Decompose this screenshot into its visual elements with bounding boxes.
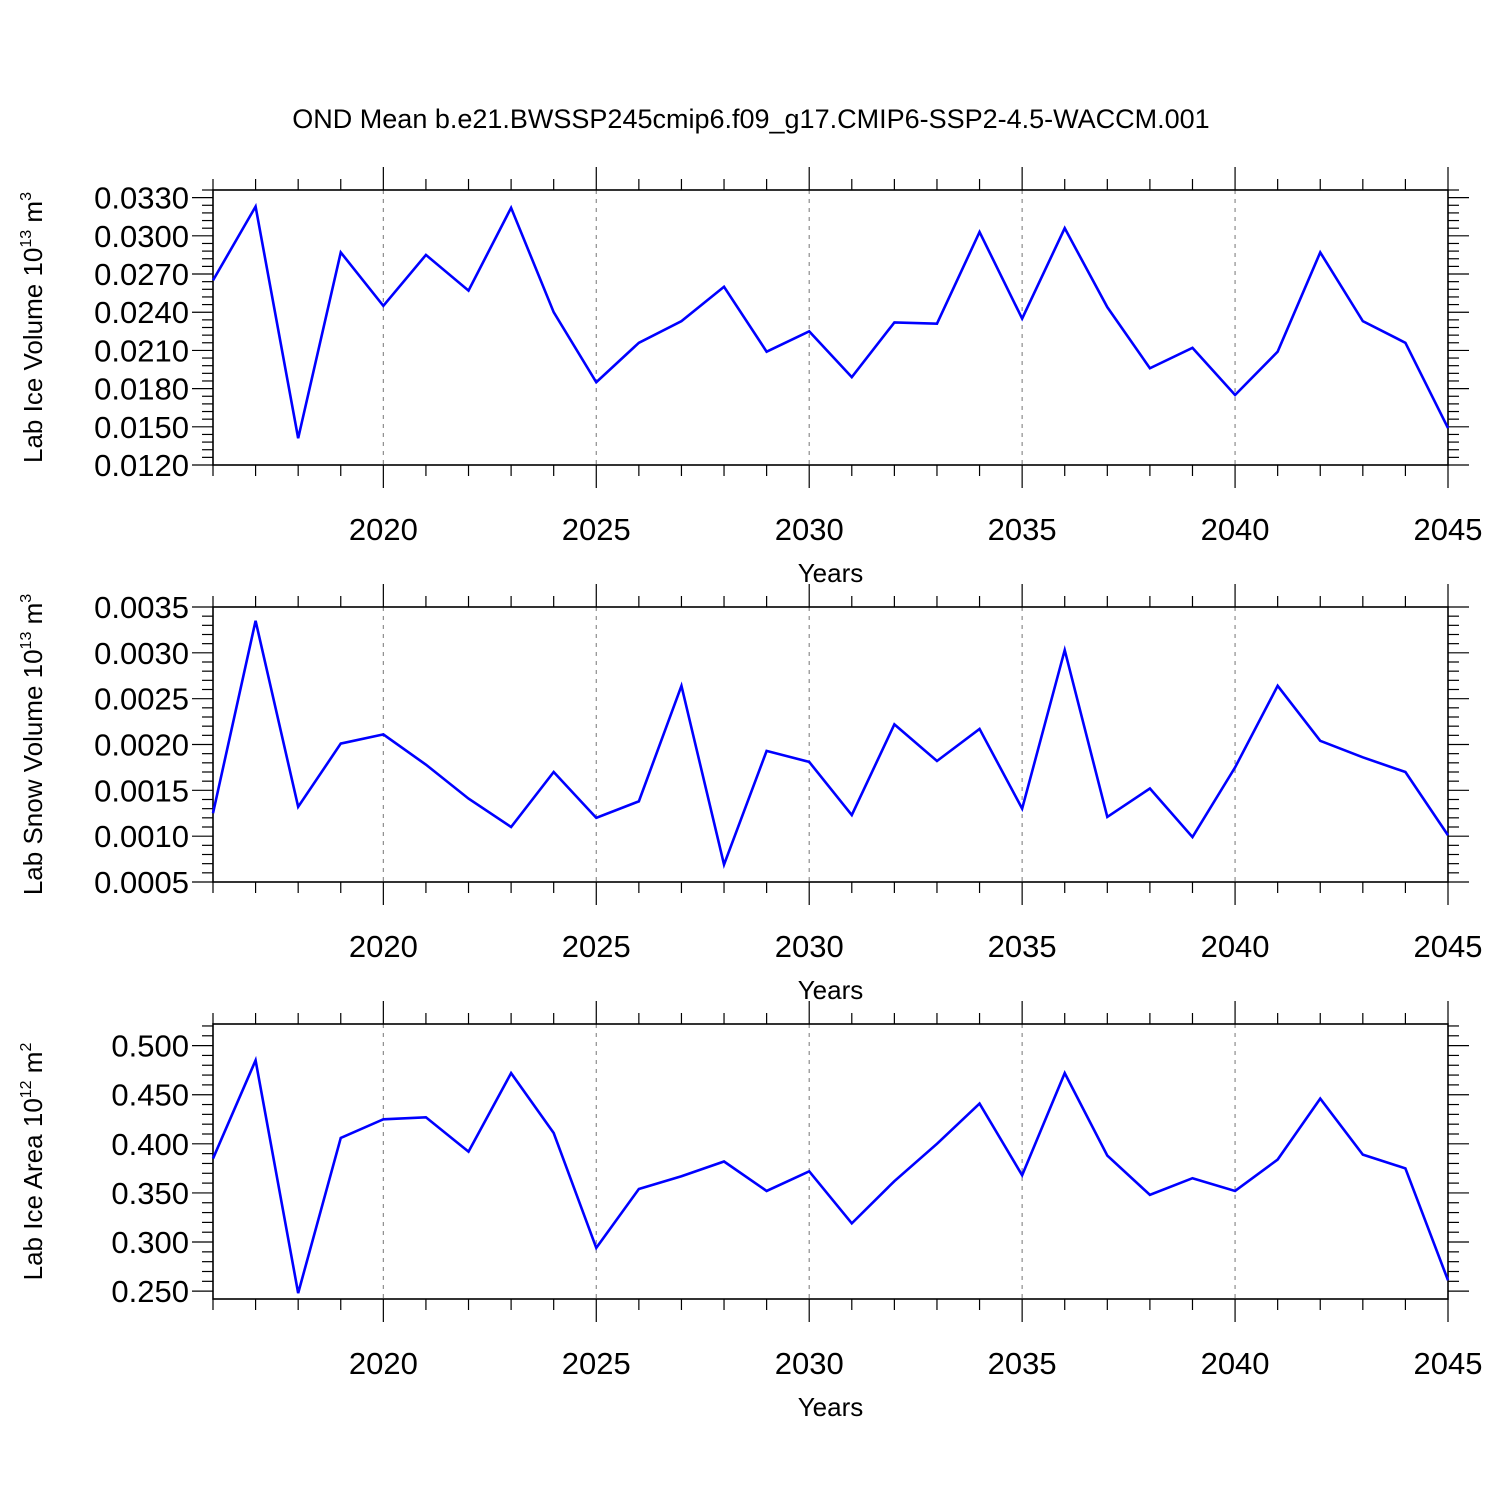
x-tick-label: 2025 [562,1346,631,1381]
y-tick-label: 0.0270 [94,257,189,292]
y-axis-label-text: Lab Ice Area 10 [18,1098,48,1280]
x-axis-label: Years [798,558,864,588]
x-tick-label: 2035 [988,512,1057,547]
x-tick-label: 2020 [349,1346,418,1381]
y-tick-label: 0.0010 [94,819,189,854]
chart-panel-2: 2020 2025 2030 2035 2040 2045 0.0005 0.0010 0.00… [18,584,1482,1005]
x-tick-label: 2025 [562,512,631,547]
x-tick-label: 2040 [1201,512,1270,547]
x-tick-label: 2020 [349,512,418,547]
x-tick-label: 2030 [775,1346,844,1381]
y-tick-label: 0.0150 [94,410,189,445]
y-tick-label: 0.400 [111,1127,189,1162]
y-tick-label: 0.0180 [94,372,189,407]
figure-title: OND Mean b.e21.BWSSP245cmip6.f09_g17.CMI… [292,104,1209,134]
y-tick-label: 0.0330 [94,181,189,216]
x-tick-label: 2020 [349,929,418,964]
x-tick-label: 2045 [1414,1346,1483,1381]
y-axis-label-unit: m [18,603,48,632]
y-tick-label: 0.0035 [94,590,189,625]
x-axis-label: Years [798,975,864,1005]
y-tick-label: 0.350 [111,1176,189,1211]
y-tick-label: 0.0005 [94,865,189,900]
y-tick-label: 0.0210 [94,333,189,368]
y-tick-label: 0.0020 [94,728,189,763]
y-axis-label-unit: m [18,1052,48,1081]
y-axis-label-exponent: 12 [18,1080,35,1098]
y-tick-label: 0.0025 [94,682,189,717]
x-tick-label: 2035 [988,1346,1057,1381]
series-line [211,202,1450,439]
y-tick-label: 0.0240 [94,295,189,330]
y-tick-label: 0.0300 [94,219,189,254]
y-tick-label: 0.300 [111,1225,189,1260]
x-axis-label: Years [798,1392,864,1422]
y-axis-label-exponent: 13 [18,230,35,248]
x-tick-label: 2045 [1414,929,1483,964]
y-axis-label-unit-exponent: 3 [18,594,35,603]
y-axis-label: Lab Ice Volume 1013 m3 [18,192,48,463]
x-tick-label: 2030 [775,512,844,547]
y-axis-label-unit-exponent: 2 [18,1043,35,1052]
panels: 2020 2025 2030 2035 2040 2045 0.01200.01500.01… [18,167,1482,1422]
x-tick-label: 2030 [775,929,844,964]
y-axis-label-exponent: 13 [18,632,35,650]
x-tick-label: 2045 [1414,512,1483,547]
chart-panel-1: 2020 2025 2030 2035 2040 2045 0.01200.01500.01… [18,167,1482,588]
x-tick-label: 2040 [1201,929,1270,964]
series-line [211,620,1450,870]
y-tick-label: 0.450 [111,1078,189,1113]
y-axis-label-text: Lab Ice Volume 10 [18,248,48,463]
y-axis-label: Lab Snow Volume 1013 m3 [18,594,48,895]
series-line [211,1055,1450,1294]
y-axis-label-unit-exponent: 3 [18,192,35,201]
y-tick-label: 0.0015 [94,773,189,808]
plot-frame [212,1023,1449,1300]
y-axis-label-unit: m [18,201,48,230]
x-tick-label: 2040 [1201,1346,1270,1381]
y-tick-label: 0.0030 [94,636,189,671]
y-tick-label: 0.250 [111,1274,189,1309]
y-axis-label-text: Lab Snow Volume 10 [18,649,48,895]
y-axis-label: Lab Ice Area 1012 m2 [18,1043,48,1281]
y-tick-label: 0.0120 [94,448,189,483]
x-tick-label: 2025 [562,929,631,964]
chart-panel-3: 2020 2025 2030 2035 2040 2045 0.250 0.300 0.350 0… [18,1001,1482,1422]
x-tick-label: 2035 [988,929,1057,964]
y-tick-label: 0.500 [111,1029,189,1064]
